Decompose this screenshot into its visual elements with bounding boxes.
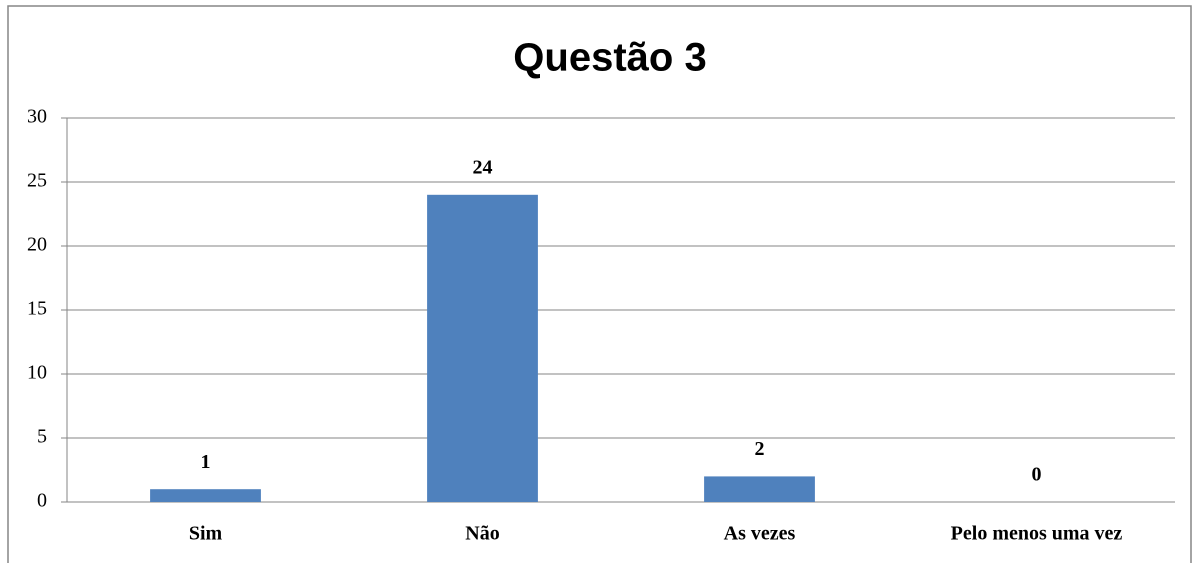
y-tick-label: 15 (27, 298, 47, 320)
x-tick-label: As vezes (724, 523, 796, 545)
data-label: 1 (201, 451, 211, 473)
data-label: 2 (755, 438, 765, 460)
x-tick-label: Pelo menos uma vez (951, 523, 1123, 545)
bar (704, 476, 815, 502)
bar (427, 194, 538, 503)
data-label: 0 (1032, 464, 1042, 486)
bar (150, 489, 261, 502)
chart-border (7, 5, 1192, 563)
data-label: 24 (473, 156, 493, 178)
y-tick-label: 30 (27, 106, 47, 128)
y-tick-label: 20 (27, 234, 47, 256)
y-tick-label: 0 (37, 490, 47, 512)
x-tick-label: Não (465, 523, 499, 545)
chart-title: Questão 3 (513, 36, 706, 80)
x-tick-label: Sim (189, 523, 223, 545)
y-tick-label: 5 (37, 426, 47, 448)
y-tick-label: 25 (27, 170, 47, 192)
y-tick-label: 10 (27, 362, 47, 384)
